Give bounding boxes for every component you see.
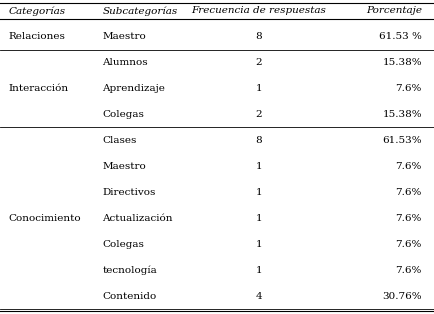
Text: Colegas: Colegas bbox=[102, 110, 144, 119]
Text: tecnología: tecnología bbox=[102, 266, 157, 275]
Text: 30.76%: 30.76% bbox=[381, 292, 421, 301]
Text: 15.38%: 15.38% bbox=[381, 58, 421, 67]
Text: Conocimiento: Conocimiento bbox=[9, 214, 81, 223]
Text: 7.6%: 7.6% bbox=[395, 240, 421, 249]
Text: Maestro: Maestro bbox=[102, 32, 146, 41]
Text: 4: 4 bbox=[255, 292, 262, 301]
Text: 1: 1 bbox=[255, 214, 262, 223]
Text: Aprendizaje: Aprendizaje bbox=[102, 84, 165, 93]
Text: 2: 2 bbox=[255, 110, 262, 119]
Text: 1: 1 bbox=[255, 84, 262, 93]
Text: Categorías: Categorías bbox=[9, 6, 66, 16]
Text: Frecuencia de respuestas: Frecuencia de respuestas bbox=[191, 7, 326, 15]
Text: Subcategorías: Subcategorías bbox=[102, 6, 177, 16]
Text: Contenido: Contenido bbox=[102, 292, 156, 301]
Text: Directivos: Directivos bbox=[102, 188, 155, 197]
Text: Interacción: Interacción bbox=[9, 84, 69, 93]
Text: Relaciones: Relaciones bbox=[9, 32, 66, 41]
Text: Colegas: Colegas bbox=[102, 240, 144, 249]
Text: 61.53 %: 61.53 % bbox=[378, 32, 421, 41]
Text: 7.6%: 7.6% bbox=[395, 214, 421, 223]
Text: 1: 1 bbox=[255, 162, 262, 171]
Text: 2: 2 bbox=[255, 58, 262, 67]
Text: 7.6%: 7.6% bbox=[395, 188, 421, 197]
Text: 61.53%: 61.53% bbox=[381, 136, 421, 145]
Text: Porcentaje: Porcentaje bbox=[365, 7, 421, 15]
Text: 1: 1 bbox=[255, 240, 262, 249]
Text: 7.6%: 7.6% bbox=[395, 84, 421, 93]
Text: 7.6%: 7.6% bbox=[395, 266, 421, 275]
Text: Alumnos: Alumnos bbox=[102, 58, 148, 67]
Text: Actualización: Actualización bbox=[102, 214, 172, 223]
Text: Clases: Clases bbox=[102, 136, 136, 145]
Text: 15.38%: 15.38% bbox=[381, 110, 421, 119]
Text: 8: 8 bbox=[255, 32, 262, 41]
Text: 1: 1 bbox=[255, 266, 262, 275]
Text: 8: 8 bbox=[255, 136, 262, 145]
Text: 1: 1 bbox=[255, 188, 262, 197]
Text: 7.6%: 7.6% bbox=[395, 162, 421, 171]
Text: Maestro: Maestro bbox=[102, 162, 146, 171]
